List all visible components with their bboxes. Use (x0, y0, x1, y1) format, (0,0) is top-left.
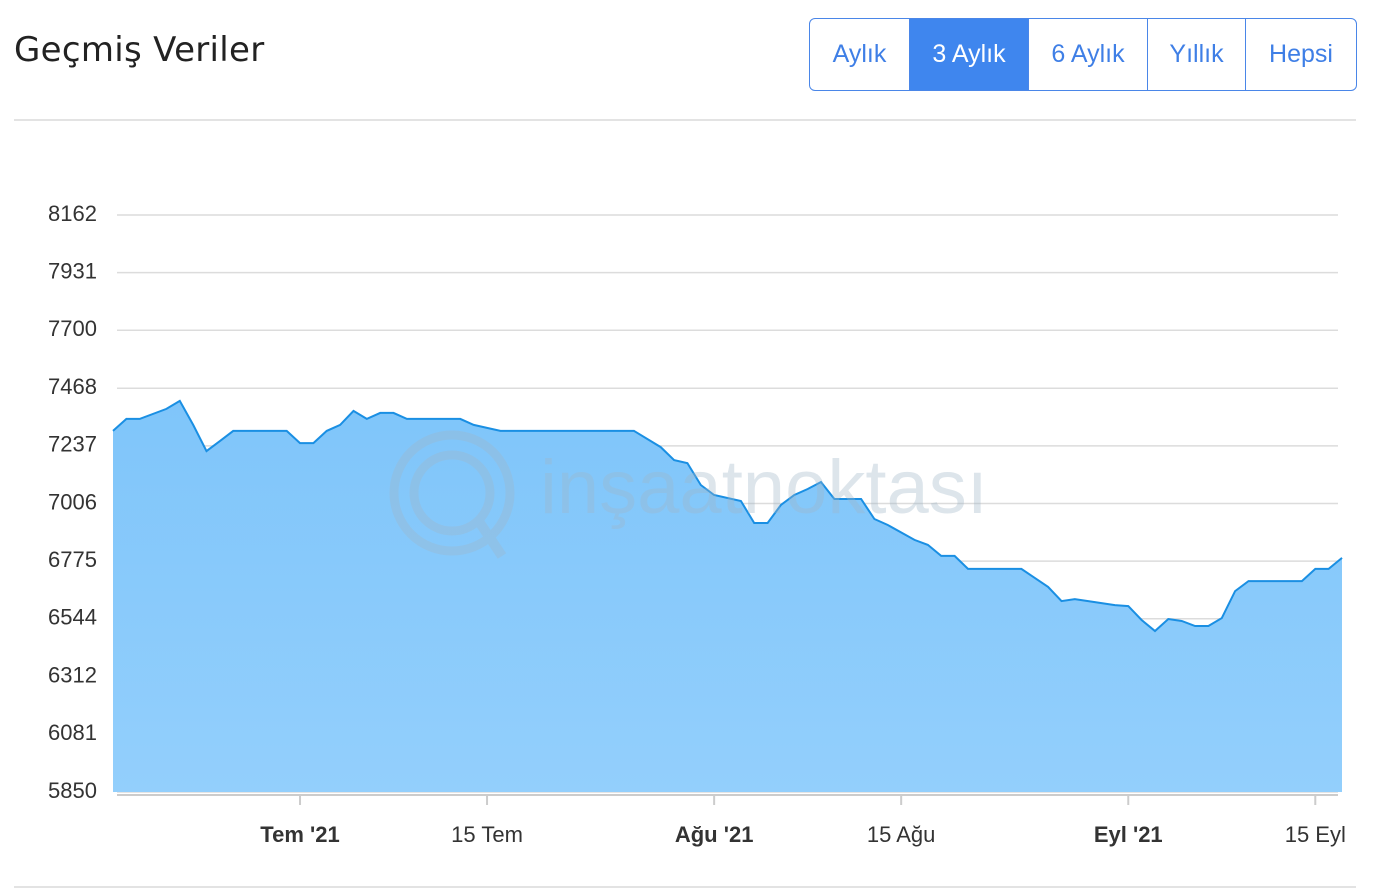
watermark-text: inşaatnoktası (540, 445, 988, 530)
range-selector: Aylık 3 Aylık 6 Aylık Yıllık Hepsi (809, 18, 1357, 91)
y-tick-label: 6775 (48, 547, 97, 572)
range-button[interactable]: Aylık (832, 40, 887, 68)
area (113, 400, 1342, 792)
range-button[interactable]: 6 Aylık (1028, 19, 1147, 90)
line (112, 399, 1343, 633)
x-tick-label: 15 Eyl (1285, 822, 1346, 847)
watermark-logo (473, 517, 507, 559)
x-tick-label: 15 Ağu (867, 822, 936, 847)
watermark: inşaatnoktası (389, 430, 988, 559)
x-tick-label: Ağu '21 (675, 822, 754, 847)
range-button[interactable]: 3 Aylık (909, 19, 1028, 90)
y-tick-label: 7468 (48, 374, 97, 399)
y-tick-label: 8162 (48, 201, 97, 226)
y-tick-label: 7700 (48, 316, 97, 341)
watermark-logo (409, 450, 495, 536)
x-tick-label: 15 Tem (451, 822, 523, 847)
range-button[interactable]: Yıllık (1147, 19, 1245, 90)
divider (14, 119, 1356, 121)
y-tick-label: 6544 (48, 605, 97, 630)
watermark-logo (389, 430, 515, 556)
divider (14, 886, 1356, 888)
x-tick-label: Eyl '21 (1094, 822, 1163, 847)
y-tick-label: 6081 (48, 720, 97, 745)
y-tick-label: 7237 (48, 432, 97, 457)
y-tick-label: 6312 (48, 663, 97, 688)
page-title: Geçmiş Veriler (14, 30, 265, 70)
y-tick-label: 7006 (48, 489, 97, 514)
x-tick-label: Tem '21 (260, 822, 339, 847)
y-tick-label: 7931 (48, 258, 97, 283)
range-button[interactable]: Hepsi (1245, 19, 1356, 90)
y-tick-label: 5850 (48, 778, 97, 803)
